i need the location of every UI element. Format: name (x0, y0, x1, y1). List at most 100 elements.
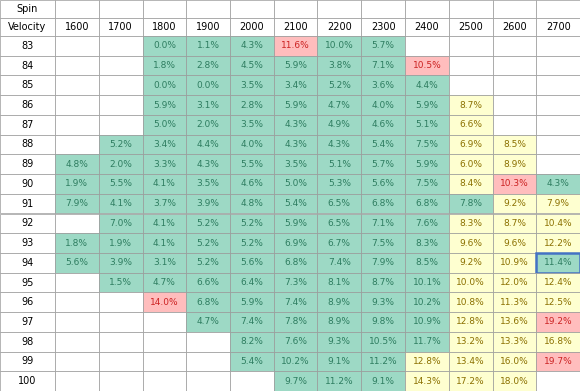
Text: 4.3%: 4.3% (328, 140, 351, 149)
Text: 7.4%: 7.4% (241, 317, 263, 326)
Bar (536, 233, 580, 253)
Text: 2100: 2100 (283, 22, 308, 32)
Text: 5.5%: 5.5% (240, 160, 263, 169)
Bar (143, 36, 186, 56)
Bar (230, 0, 274, 18)
Text: 1.8%: 1.8% (153, 61, 176, 70)
Bar (317, 174, 361, 194)
Bar (361, 312, 405, 332)
Text: 7.5%: 7.5% (415, 140, 438, 149)
Bar (449, 332, 492, 352)
Bar (405, 292, 449, 312)
Bar (99, 18, 143, 36)
Text: 3.3%: 3.3% (153, 160, 176, 169)
Text: 5.9%: 5.9% (284, 219, 307, 228)
Bar (361, 18, 405, 36)
Bar (230, 36, 274, 56)
Bar (317, 352, 361, 371)
Bar (186, 292, 230, 312)
Bar (492, 352, 536, 371)
Bar (186, 174, 230, 194)
Bar (361, 194, 405, 213)
Text: 13.6%: 13.6% (500, 317, 529, 326)
Bar (317, 253, 361, 273)
Text: 5.7%: 5.7% (372, 41, 394, 50)
Bar (405, 154, 449, 174)
Bar (449, 135, 492, 154)
Bar (274, 135, 317, 154)
Text: 7.9%: 7.9% (372, 258, 394, 267)
Text: 1.5%: 1.5% (109, 278, 132, 287)
Bar (536, 95, 580, 115)
Bar (361, 0, 405, 18)
Bar (405, 371, 449, 391)
Text: 5.6%: 5.6% (240, 258, 263, 267)
Text: 5.7%: 5.7% (372, 160, 394, 169)
Text: 90: 90 (21, 179, 34, 189)
Bar (449, 233, 492, 253)
Bar (99, 233, 143, 253)
Bar (143, 213, 186, 233)
Text: 3.7%: 3.7% (153, 199, 176, 208)
Bar (492, 174, 536, 194)
Text: 7.3%: 7.3% (284, 278, 307, 287)
Text: 2.8%: 2.8% (197, 61, 220, 70)
Bar (55, 194, 99, 213)
Bar (405, 352, 449, 371)
Bar (492, 194, 536, 213)
Bar (0, 56, 55, 75)
Text: 13.3%: 13.3% (500, 337, 529, 346)
Bar (99, 135, 143, 154)
Bar (449, 174, 492, 194)
Text: 4.5%: 4.5% (241, 61, 263, 70)
Bar (99, 332, 143, 352)
Text: 4.0%: 4.0% (372, 100, 394, 109)
Bar (492, 213, 536, 233)
Bar (0, 273, 55, 292)
Bar (230, 174, 274, 194)
Bar (492, 95, 536, 115)
Bar (55, 18, 99, 36)
Bar (186, 332, 230, 352)
Bar (317, 233, 361, 253)
Bar (449, 273, 492, 292)
Text: 3.4%: 3.4% (284, 81, 307, 90)
Text: 3.5%: 3.5% (240, 120, 263, 129)
Bar (317, 75, 361, 95)
Bar (55, 0, 99, 18)
Bar (536, 154, 580, 174)
Bar (186, 56, 230, 75)
Text: 13.4%: 13.4% (456, 357, 485, 366)
Bar (186, 95, 230, 115)
Bar (186, 115, 230, 135)
Bar (449, 36, 492, 56)
Text: 4.9%: 4.9% (328, 120, 351, 129)
Bar (361, 115, 405, 135)
Text: 9.1%: 9.1% (372, 377, 394, 386)
Bar (405, 95, 449, 115)
Bar (492, 18, 536, 36)
Bar (230, 312, 274, 332)
Text: 5.9%: 5.9% (153, 100, 176, 109)
Bar (317, 273, 361, 292)
Text: 8.3%: 8.3% (415, 239, 438, 248)
Bar (317, 115, 361, 135)
Bar (405, 174, 449, 194)
Bar (55, 75, 99, 95)
Bar (143, 115, 186, 135)
Bar (361, 352, 405, 371)
Bar (99, 56, 143, 75)
Bar (317, 312, 361, 332)
Text: 10.5%: 10.5% (412, 61, 441, 70)
Text: 11.2%: 11.2% (369, 357, 397, 366)
Bar (143, 253, 186, 273)
Text: 10.8%: 10.8% (456, 298, 485, 307)
Text: 88: 88 (21, 140, 34, 149)
Bar (55, 95, 99, 115)
Text: 7.9%: 7.9% (66, 199, 88, 208)
Bar (492, 154, 536, 174)
Text: 8.7%: 8.7% (459, 100, 482, 109)
Text: 4.3%: 4.3% (241, 41, 263, 50)
Text: 6.9%: 6.9% (284, 239, 307, 248)
Text: Velocity: Velocity (8, 22, 46, 32)
